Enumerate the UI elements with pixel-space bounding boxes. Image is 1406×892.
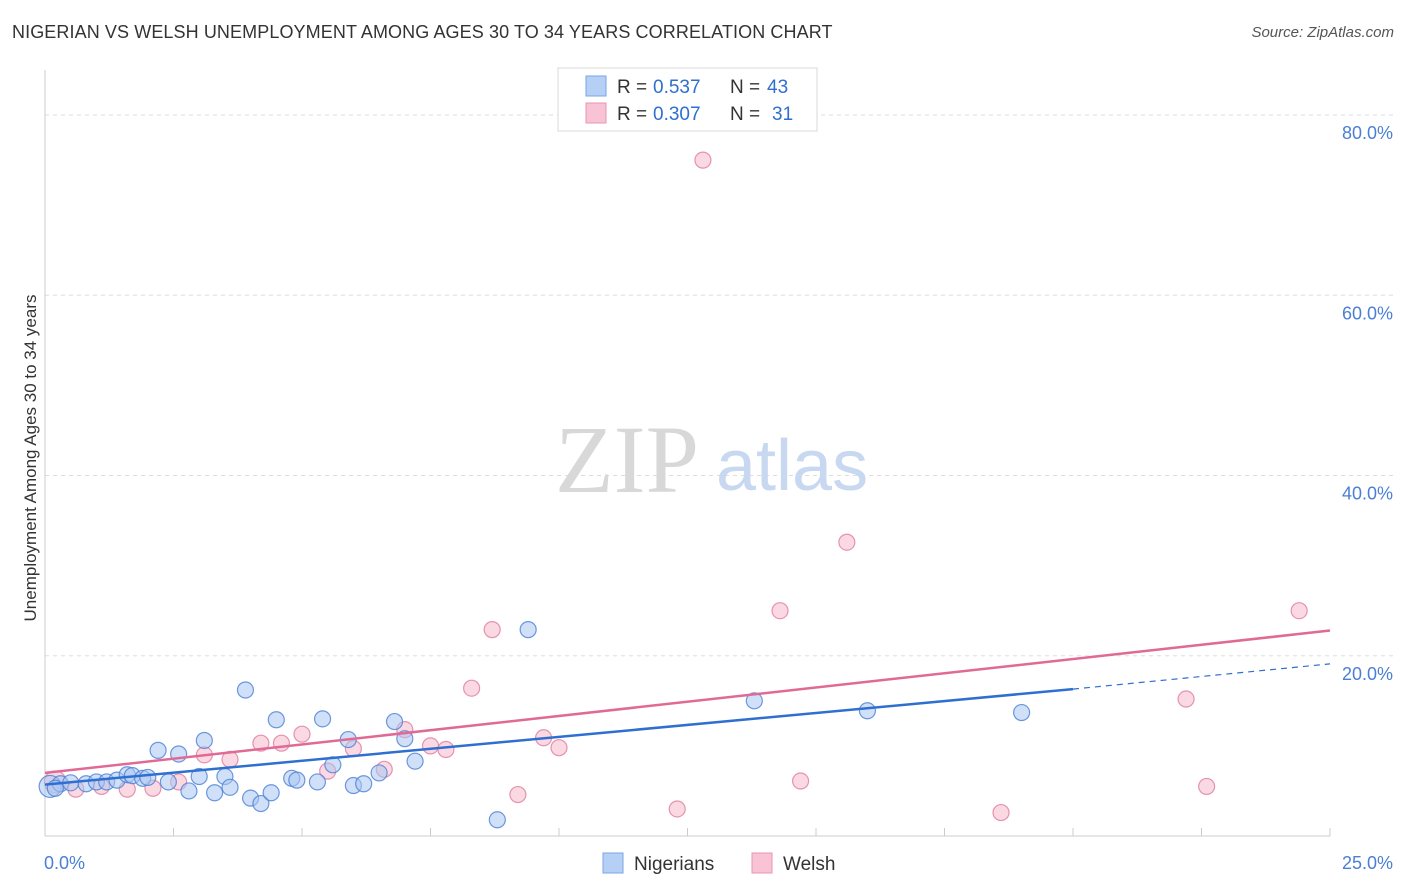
y-tick-label: 20.0% (1342, 664, 1393, 684)
legend-label-nigerians: Nigerians (634, 854, 714, 875)
legend: Nigerians Welsh (602, 852, 835, 875)
nigerians-point (385, 712, 404, 731)
welsh-point (1177, 690, 1195, 708)
legend-swatch-nigerians (602, 852, 624, 874)
nigerians-point (313, 710, 332, 728)
y-tick-labels: 20.0% 40.0% 60.0% 80.0% (1342, 123, 1393, 684)
nigerians-point (195, 731, 213, 750)
welsh-trend-line (44, 629, 1331, 775)
welsh-point (791, 772, 810, 790)
stats-n-value-1: 43 (767, 77, 788, 98)
welsh-point (421, 737, 440, 755)
data-points (38, 151, 1308, 829)
welsh-point (1290, 602, 1308, 620)
axes (44, 70, 1331, 837)
stats-box: R = 0.537 N = 43 R = 0.307 N = 31 (557, 67, 818, 132)
welsh-point (293, 725, 311, 743)
source-credit: Source: ZipAtlas.com (1251, 24, 1394, 41)
legend-swatch-welsh (751, 852, 773, 874)
welsh-point (272, 734, 291, 752)
x-tick-label: 0.0% (44, 853, 85, 873)
stats-n-label-1: N = (730, 77, 760, 98)
welsh-point (668, 800, 686, 818)
nigerians-point (745, 692, 763, 710)
chart-title: NIGERIAN VS WELSH UNEMPLOYMENT AMONG AGE… (12, 22, 833, 42)
welsh-point (992, 803, 1010, 822)
nigerians-trend-line (44, 687, 1074, 786)
stats-r-value-1: 0.537 (653, 77, 701, 98)
nigerians-point (267, 711, 285, 729)
y-tick-label: 40.0% (1342, 484, 1393, 504)
nigerians-point (221, 778, 239, 796)
nigerians-point (1012, 703, 1031, 722)
nigerians-trend-extension (1072, 663, 1331, 690)
stats-swatch-nigerians (585, 75, 607, 97)
welsh-point (771, 602, 789, 620)
welsh-point (252, 734, 270, 752)
nigerians-point (149, 741, 167, 759)
welsh-point (1198, 777, 1216, 796)
welsh-point (509, 785, 527, 804)
y-tick-label: 80.0% (1342, 123, 1393, 143)
legend-label-welsh: Welsh (783, 854, 835, 875)
nigerians-point (355, 775, 373, 793)
nigerians-point (406, 752, 424, 770)
stats-r-value-2: 0.307 (653, 104, 701, 125)
nigerians-point (858, 702, 877, 720)
nigerians-point (308, 773, 327, 791)
nigerians-point (519, 621, 537, 639)
stats-r-label-1: R = (617, 77, 647, 98)
nigerians-point (159, 773, 177, 791)
y-axis-label: Unemployment Among Ages 30 to 34 years (21, 295, 40, 622)
trend-lines (44, 629, 1331, 786)
nigerians-point (262, 784, 280, 802)
nigerians-point (488, 811, 506, 829)
stats-n-label-2: N = (730, 104, 760, 125)
watermark-zip: ZIP (555, 406, 699, 513)
gridlines (45, 114, 1395, 657)
nigerians-point (180, 782, 198, 800)
x-tick-labels: 0.0% 25.0% (44, 853, 1393, 873)
x-tick-label: 25.0% (1342, 853, 1393, 873)
nigerians-point (288, 771, 306, 789)
stats-r-label-2: R = (617, 104, 647, 125)
welsh-point (550, 739, 568, 757)
welsh-point (463, 679, 481, 697)
welsh-point (694, 151, 712, 169)
watermark: ZIP atlas (555, 406, 868, 513)
stats-swatch-welsh (585, 102, 607, 124)
welsh-point (437, 740, 455, 759)
watermark-atlas: atlas (716, 426, 868, 506)
nigerians-point (252, 794, 270, 813)
nigerians-point (370, 764, 388, 782)
welsh-point (838, 533, 856, 551)
nigerians-point (139, 768, 157, 787)
welsh-point (483, 621, 501, 639)
nigerians-point (236, 681, 255, 699)
nigerians-point (206, 784, 224, 802)
y-tick-label: 60.0% (1342, 303, 1393, 323)
nigerians-point (190, 767, 208, 786)
stats-n-value-2: 31 (772, 104, 793, 125)
